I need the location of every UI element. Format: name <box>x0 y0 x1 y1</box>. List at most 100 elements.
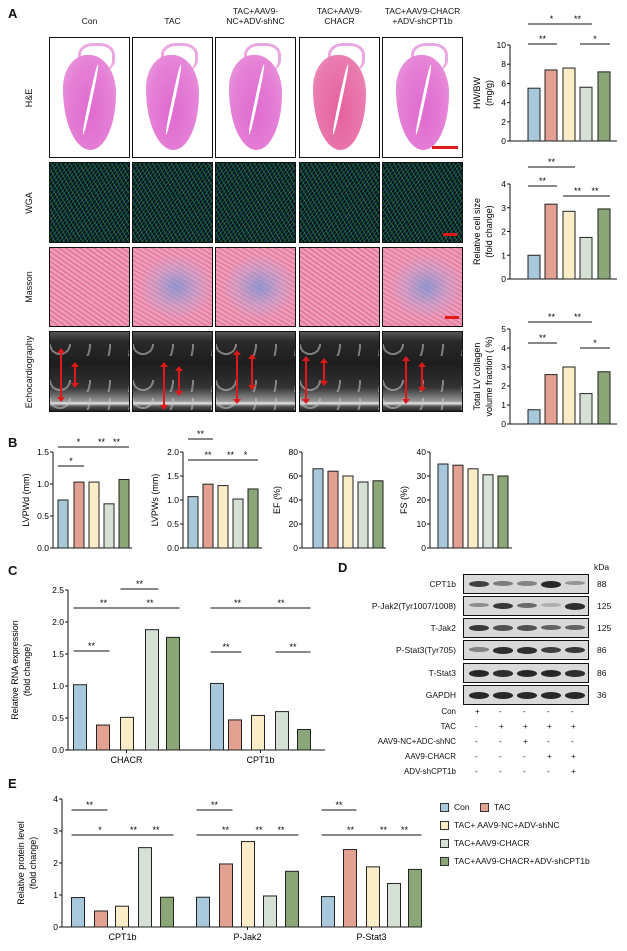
significance-label: ** <box>539 333 547 343</box>
legend-item: TAC <box>480 802 510 812</box>
blot-band <box>565 670 585 677</box>
echo-wall-trace <box>300 380 379 392</box>
y-tick-label: 2 <box>501 381 506 391</box>
bar-rna-1-4 <box>297 729 311 751</box>
blot-band <box>541 625 561 631</box>
significance-label: ** <box>86 800 94 810</box>
legend-swatch <box>440 856 449 866</box>
significance-label: ** <box>574 186 582 196</box>
column-header-3: TAC+AAV9- CHACR <box>316 6 363 26</box>
blot-band <box>469 647 489 652</box>
y-tick-label: 1.0 <box>52 681 64 691</box>
bar-cellsize-0-2 <box>562 210 576 280</box>
treatment-mark: - <box>571 707 574 716</box>
y-axis-label: (fold change) <box>28 837 38 890</box>
panel-label-b: B <box>8 435 18 450</box>
blot-strip <box>463 685 589 705</box>
y-tick-label: 20 <box>417 495 427 505</box>
y-tick-label: 5 <box>501 324 506 334</box>
bar-protein-0-0 <box>71 897 85 928</box>
significance-label: * <box>77 437 81 447</box>
bar-fs-0-0 <box>437 463 449 549</box>
y-axis-label: (mg/g) <box>484 80 494 106</box>
significance-label: ** <box>222 642 230 652</box>
blot-band <box>565 625 585 631</box>
blot-row-label: CPT1b <box>429 579 456 589</box>
treatment-mark: + <box>571 722 576 731</box>
bar-protein-0-2 <box>115 905 129 928</box>
significance-label: ** <box>227 450 235 460</box>
legend-item: TAC+AAV9-CHACR+ADV-shCPT1b <box>440 856 590 866</box>
bar-protein-2-2 <box>366 866 380 928</box>
bar-lvpwd-0-1 <box>73 481 85 549</box>
blot-band <box>565 692 585 699</box>
significance-label: * <box>244 450 248 460</box>
blot-band <box>541 603 561 607</box>
bar-lvpws-0-3 <box>232 498 244 549</box>
bar-lvpwd-0-3 <box>103 503 115 549</box>
x-tick-label: CPT1b <box>246 755 274 765</box>
y-tick-label: 0 <box>53 922 58 932</box>
heart-cavity <box>82 64 101 136</box>
treatment-mark: + <box>523 737 528 746</box>
bar-ef-0-3 <box>357 481 369 549</box>
significance-label: ** <box>548 312 556 322</box>
bar-protein-0-3 <box>138 847 152 928</box>
heart-section <box>228 54 283 150</box>
blot-band <box>565 603 585 610</box>
blot-band <box>541 670 561 677</box>
y-tick-label: 0 <box>293 543 298 553</box>
treatment-mark: + <box>571 767 576 776</box>
blot-kda-value: 86 <box>597 668 607 678</box>
bar-collagen-0-2 <box>562 366 576 425</box>
bar-protein-2-4 <box>408 868 422 928</box>
heart-section <box>312 54 367 150</box>
x-tick-label: CPT1b <box>108 932 136 942</box>
treatment-label: Con <box>441 707 456 716</box>
blot-band <box>493 647 513 654</box>
echo-wall-trace <box>383 344 462 356</box>
bar-rna-0-1 <box>96 724 110 751</box>
significance-label: ** <box>277 825 285 835</box>
y-axis-label: (fold change) <box>484 205 494 258</box>
y-tick-label: 1.5 <box>167 471 179 481</box>
y-tick-label: 3 <box>53 826 58 836</box>
y-tick-label: 20 <box>289 519 299 529</box>
treatment-mark: + <box>499 722 504 731</box>
y-axis-label: FS (%) <box>399 486 409 514</box>
bar-protein-2-3 <box>387 882 401 928</box>
y-tick-label: 2 <box>501 117 506 127</box>
y-tick-label: 2.5 <box>52 585 64 595</box>
y-tick-label: 0.5 <box>37 511 49 521</box>
row-label-0: H&E <box>24 88 34 107</box>
treatment-label: ADV-shCPT1b <box>403 767 456 776</box>
red-arrow-icon <box>402 356 410 404</box>
treatment-mark: + <box>571 752 576 761</box>
legend-swatch <box>440 820 449 830</box>
blot-band <box>541 647 561 654</box>
heart-cavity <box>415 64 434 136</box>
y-tick-label: 0 <box>501 136 506 146</box>
legend-item: TAC+ AAV9-NC+ADV-shNC <box>440 820 560 830</box>
chart-fs: 0 10 20 30 40 FS (%) <box>399 447 512 553</box>
wga-image <box>215 162 296 243</box>
significance-label: ** <box>401 825 409 835</box>
bar-ef-0-1 <box>327 470 339 549</box>
treatment-mark: - <box>499 707 502 716</box>
y-tick-label: 2 <box>53 858 58 868</box>
significance-label: ** <box>380 825 388 835</box>
wga-image <box>299 162 380 243</box>
treatment-mark: + <box>475 707 480 716</box>
significance-label: ** <box>591 186 599 196</box>
treatment-label: TAC <box>440 722 456 731</box>
treatment-label: AAV9-CHACR <box>405 752 456 761</box>
heart-cavity <box>165 64 184 136</box>
blot-band <box>517 692 537 699</box>
treatment-mark: - <box>475 752 478 761</box>
x-tick-label: CHACR <box>110 755 143 765</box>
wga-image <box>382 162 463 243</box>
bar-rna-1-1 <box>228 719 242 751</box>
red-arrow-icon <box>248 354 256 390</box>
blot-band <box>469 692 489 699</box>
